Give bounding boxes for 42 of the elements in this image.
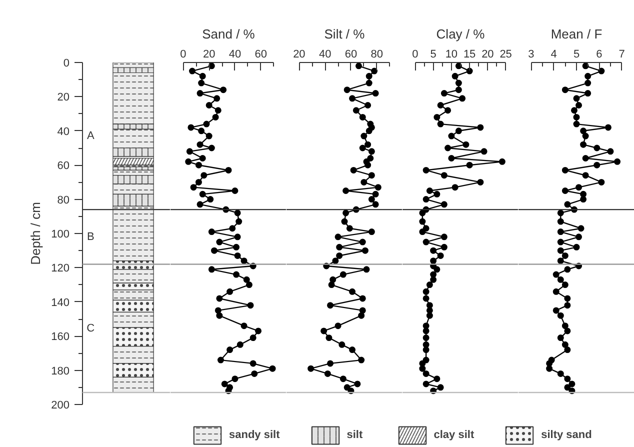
y-tick-label: 20	[57, 92, 70, 104]
x-tick-label: 25	[500, 48, 512, 60]
x-tick-label: 5	[573, 48, 580, 60]
x-tick-label: 0	[412, 48, 418, 60]
x-tick-label: 4	[550, 48, 557, 60]
x-tick-label: 20	[482, 48, 494, 60]
legend-label: sandy silt	[229, 429, 280, 441]
y-tick-label: 0	[63, 58, 70, 70]
y-tick-label: 40	[57, 126, 70, 138]
x-tick-label: 60	[254, 48, 267, 60]
x-tick-label: 10	[445, 48, 458, 60]
y-tick-label: 100	[51, 228, 70, 240]
y-tick-label: 140	[51, 296, 70, 309]
x-axis-title: Mean / F	[550, 26, 602, 42]
x-tick-label: 40	[228, 48, 242, 60]
x-tick-label: 5	[430, 48, 436, 60]
annotation: B	[86, 230, 94, 243]
x-tick-label: 7	[618, 48, 625, 60]
y-tick-label: 200	[51, 400, 70, 412]
x-tick-label: 80	[370, 48, 383, 60]
x-tick-label: 40	[318, 48, 332, 60]
x-axis-title: Sand / %	[202, 26, 256, 42]
x-axis-title: Silt / %	[324, 26, 366, 42]
y-tick-label: 160	[51, 331, 70, 344]
legend-label: silty sand	[541, 429, 592, 441]
y-tick-label: 80	[57, 194, 70, 206]
x-tick-label: 0	[180, 48, 186, 60]
annotation: C	[86, 322, 95, 334]
y-tick-label: 180	[51, 365, 70, 378]
x-tick-label: 3	[528, 48, 534, 60]
x-axis-title: Clay / %	[436, 26, 486, 42]
x-tick-label: 6	[596, 48, 602, 60]
x-tick-label: 60	[344, 48, 358, 60]
legend-label: silt	[346, 429, 364, 441]
annotation: A	[86, 130, 95, 142]
legend-label: clay silt	[434, 429, 474, 441]
x-tick-label: 20	[293, 48, 306, 60]
y-tick-label: 60	[57, 160, 70, 172]
x-tick-label: 20	[202, 48, 216, 60]
y-tick-label: 120	[51, 262, 70, 275]
y-axis-title: Depth / cm	[28, 202, 44, 265]
x-tick-label: 15	[463, 48, 476, 60]
